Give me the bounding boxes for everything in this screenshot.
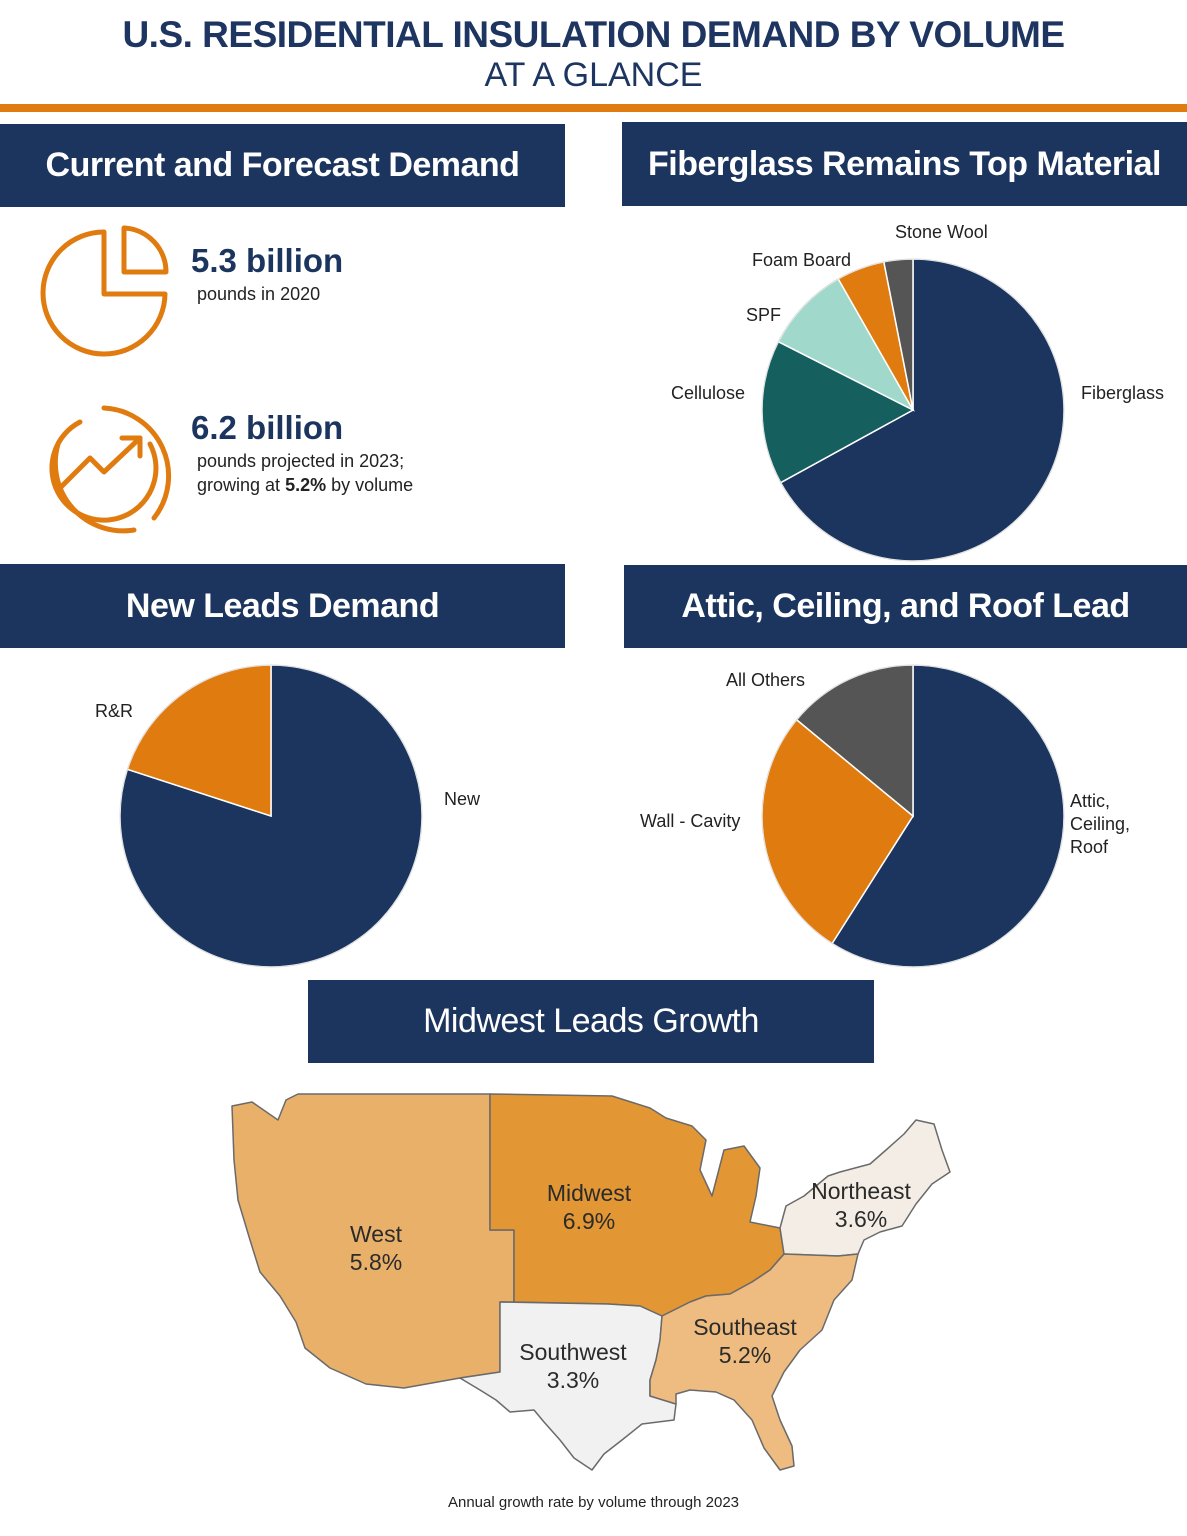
map-caption: Annual growth rate by volume through 202… bbox=[447, 1494, 740, 1511]
region-northeast bbox=[779, 1119, 951, 1257]
region-southeast-value: 5.2% bbox=[718, 1342, 772, 1368]
attic-outline bbox=[761, 664, 1065, 968]
material-label-foam-board: Foam Board bbox=[752, 250, 852, 270]
stat-2023-desc-post: by volume bbox=[326, 475, 414, 495]
material-label-stone-wool: Stone Wool bbox=[895, 222, 988, 242]
region-midwest-label: Midwest 6.9% bbox=[529, 1179, 649, 1235]
section-title-attic: Attic, Ceiling, and Roof Lead bbox=[681, 587, 1130, 625]
region-northeast-value: 3.6% bbox=[834, 1206, 888, 1232]
stat-2023-desc-line1: pounds projected in 2023; bbox=[197, 451, 405, 471]
section-title-new-leads: New Leads Demand bbox=[125, 586, 440, 625]
stat-2023-value: 6.2 billion bbox=[191, 409, 344, 446]
stat-2020-desc: pounds in 2020 bbox=[197, 284, 321, 304]
region-northeast-label: Northeast 3.6% bbox=[796, 1177, 926, 1233]
stat-2023-desc: pounds projected in 2023; growing at 5.2… bbox=[197, 449, 413, 497]
section-banner-midwest: Midwest Leads Growth bbox=[308, 980, 874, 1063]
region-southwest-label: Southwest 3.3% bbox=[503, 1338, 643, 1394]
region-northeast-name: Northeast bbox=[811, 1178, 911, 1204]
stat-2023-growth-rate: 5.2% bbox=[285, 475, 327, 495]
growth-trend-icon bbox=[49, 405, 172, 534]
stat-2023-desc-pre: growing at bbox=[197, 475, 286, 495]
region-midwest-value: 6.9% bbox=[562, 1208, 616, 1234]
region-southwest-name: Southwest bbox=[519, 1339, 627, 1365]
pie-chart-icon bbox=[40, 225, 169, 357]
section-banner-new-leads: New Leads Demand bbox=[0, 564, 565, 648]
section-banner-attic: Attic, Ceiling, and Roof Lead bbox=[624, 565, 1187, 648]
region-west-label: West 5.8% bbox=[316, 1220, 436, 1276]
page-subtitle: AT A GLANCE bbox=[484, 56, 703, 94]
material-label-cellulose: Cellulose bbox=[671, 383, 746, 403]
region-southeast-name: Southeast bbox=[693, 1314, 797, 1340]
material-label-fiberglass: Fiberglass bbox=[1081, 383, 1165, 403]
region-southwest-value: 3.3% bbox=[546, 1367, 600, 1393]
attic-label-attic: Attic, Ceiling, Roof bbox=[1070, 791, 1131, 857]
section-title-midwest: Midwest Leads Growth bbox=[423, 1002, 759, 1040]
material-outline bbox=[761, 258, 1065, 562]
region-southeast-label: Southeast 5.2% bbox=[675, 1313, 815, 1369]
section-banner-material: Fiberglass Remains Top Material bbox=[622, 122, 1187, 206]
section-banner-current: Current and Forecast Demand bbox=[0, 124, 565, 207]
page-title: U.S. RESIDENTIAL INSULATION DEMAND BY VO… bbox=[122, 14, 1065, 55]
newleads-label-rr: R&R bbox=[95, 701, 134, 721]
region-west-value: 5.8% bbox=[349, 1249, 403, 1275]
attic-label-others: All Others bbox=[726, 670, 806, 690]
newleads-outline bbox=[119, 664, 423, 968]
material-label-spf: SPF bbox=[746, 305, 782, 325]
orange-divider bbox=[0, 104, 1187, 112]
attic-label-wall: Wall - Cavity bbox=[640, 811, 741, 831]
region-west-name: West bbox=[350, 1221, 402, 1247]
section-title-material: Fiberglass Remains Top Material bbox=[648, 144, 1161, 183]
region-midwest-name: Midwest bbox=[546, 1180, 632, 1206]
newleads-label-new: New bbox=[444, 789, 481, 809]
section-title-current: Current and Forecast Demand bbox=[45, 146, 520, 184]
region-southeast bbox=[649, 1253, 859, 1471]
stat-2020-value: 5.3 billion bbox=[191, 242, 344, 279]
